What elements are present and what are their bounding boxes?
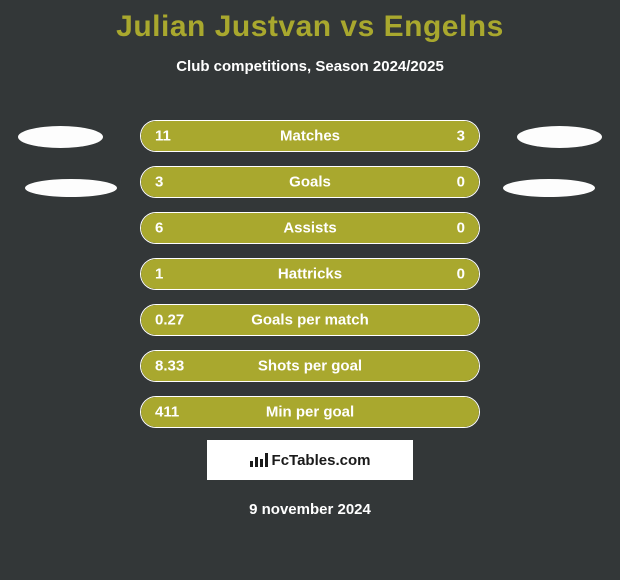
player-right-badge (517, 126, 602, 148)
stat-label: Min per goal (266, 404, 354, 421)
value-left: 11 (155, 128, 171, 145)
bar-right-fill (411, 259, 479, 289)
value-right: 0 (457, 174, 465, 191)
bar-left-fill (141, 259, 411, 289)
stat-bar-goals: 3 0 Goals (140, 166, 480, 198)
team-left-badge (25, 179, 117, 197)
stat-label: Assists (283, 220, 336, 237)
chart-icon (250, 453, 268, 467)
value-right: 0 (457, 266, 465, 283)
team-right-badge (503, 179, 595, 197)
logo-box[interactable]: FcTables.com (207, 440, 413, 480)
player-left-badge (18, 126, 103, 148)
stat-bar-shots-per-goal: 8.33 Shots per goal (140, 350, 480, 382)
stat-label: Goals per match (251, 312, 369, 329)
value-left: 6 (155, 220, 163, 237)
bar-right-fill (399, 121, 479, 151)
bar-left-fill (141, 213, 411, 243)
value-right: 0 (457, 220, 465, 237)
logo-text: FcTables.com (272, 452, 371, 469)
stat-label: Shots per goal (258, 358, 362, 375)
date-text: 9 november 2024 (249, 501, 371, 518)
value-left: 1 (155, 266, 163, 283)
value-left: 411 (155, 404, 179, 421)
stats-container: 11 3 Matches 3 0 Goals 6 0 Assists 1 0 Hattricks 0.2… (140, 120, 480, 442)
value-left: 8.33 (155, 358, 184, 375)
stat-bar-min-per-goal: 411 Min per goal (140, 396, 480, 428)
stat-label: Matches (280, 128, 340, 145)
stat-bar-goals-per-match: 0.27 Goals per match (140, 304, 480, 336)
stat-bar-assists: 6 0 Assists (140, 212, 480, 244)
stat-bar-hattricks: 1 0 Hattricks (140, 258, 480, 290)
value-left: 0.27 (155, 312, 184, 329)
stat-label: Goals (289, 174, 331, 191)
bar-right-fill (411, 167, 479, 197)
bar-right-fill (411, 213, 479, 243)
stat-bar-matches: 11 3 Matches (140, 120, 480, 152)
bar-left-fill (141, 167, 411, 197)
bar-left-fill (141, 121, 399, 151)
value-left: 3 (155, 174, 163, 191)
stat-label: Hattricks (278, 266, 342, 283)
page-title: Julian Justvan vs Engelns (0, 0, 620, 44)
value-right: 3 (457, 128, 465, 145)
page-subtitle: Club competitions, Season 2024/2025 (0, 44, 620, 75)
